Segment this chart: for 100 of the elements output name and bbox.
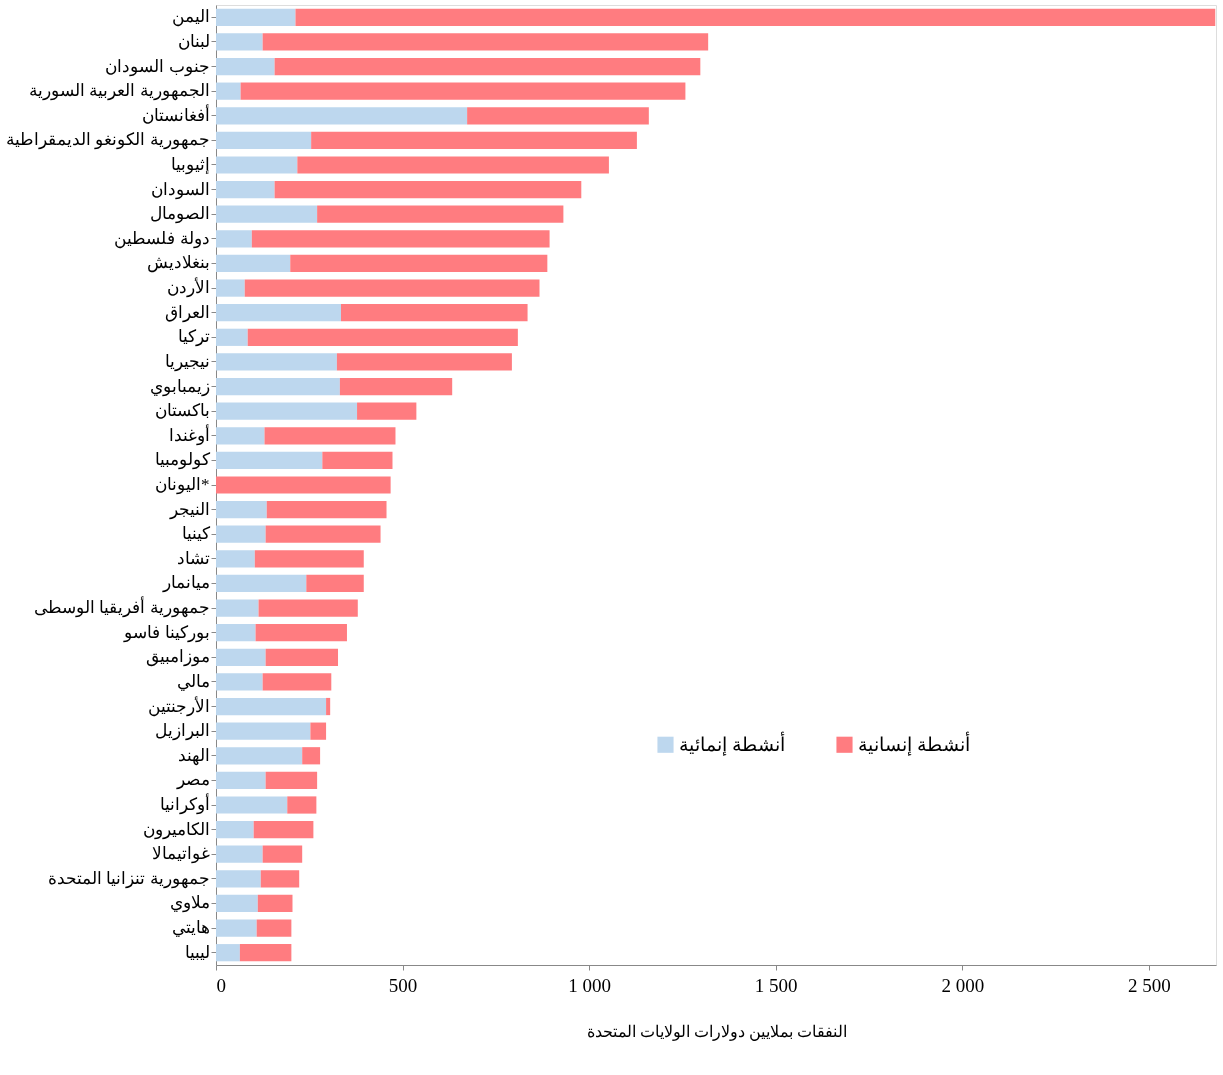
bar [255, 624, 347, 642]
y-tick-label: إثيوبيا [170, 155, 210, 175]
bar [336, 353, 512, 371]
bar [339, 377, 453, 396]
y-tick-label: ليبيا [184, 942, 210, 962]
bar [216, 328, 248, 346]
bar [216, 451, 323, 469]
y-tick-label: السودان [150, 179, 210, 200]
bar [322, 451, 393, 469]
bar [216, 944, 240, 962]
bar [254, 550, 364, 568]
bar [216, 673, 263, 691]
bar [467, 107, 649, 125]
bar [216, 181, 275, 199]
bar [253, 821, 314, 839]
bar [262, 845, 303, 863]
bar [256, 919, 292, 937]
bar [216, 402, 358, 420]
y-tick-label: جمهورية تنزانيا المتحدة [48, 868, 210, 889]
x-tick-label: 0 [216, 974, 226, 996]
bar [216, 722, 311, 740]
bar [317, 205, 564, 223]
bar [216, 501, 267, 519]
bar [265, 525, 381, 543]
y-tick-label: كينيا [181, 524, 211, 544]
bar [216, 574, 307, 593]
y-tick-label: جمهورية الكونغو الديمقراطية [6, 130, 210, 151]
bar [216, 599, 259, 617]
bar [216, 8, 296, 26]
bar [341, 304, 528, 322]
y-tick-label: البرازيل [154, 721, 210, 742]
bar [216, 919, 257, 937]
bar [257, 894, 293, 913]
bar [287, 796, 317, 814]
bar [216, 230, 252, 248]
bar [216, 82, 241, 100]
y-tick-label: غواتيمالا [151, 844, 210, 865]
y-tick-label: الأردن [166, 277, 210, 299]
bar [216, 33, 263, 51]
y-tick-label: أوغندا [168, 423, 210, 446]
y-tick-label: اليونان* [155, 475, 210, 495]
bar [216, 476, 391, 494]
bar [216, 870, 261, 888]
bar [290, 254, 548, 273]
y-tick-label: اليمن [171, 7, 210, 28]
y-tick-label: موزامبيق [145, 647, 210, 668]
y-tick-label: نيجيريا [164, 351, 210, 372]
y-tick-label: ملاوي [169, 893, 210, 914]
bar [240, 82, 686, 100]
y-tick-label: الصومال [149, 204, 210, 225]
y-tick-label: النيجر [168, 499, 210, 520]
bar [260, 870, 300, 888]
x-tick-label: 500 [388, 974, 418, 996]
bar [216, 57, 275, 76]
bar [251, 230, 550, 248]
y-tick-label: كولومبيا [154, 450, 211, 471]
y-tick-label: لبنان [177, 31, 210, 51]
x-tick-label: 1 000 [568, 974, 612, 996]
bar [295, 8, 1216, 26]
bar [264, 427, 396, 445]
bar [216, 205, 318, 223]
bar [216, 377, 340, 396]
bar [216, 845, 263, 863]
bar [216, 747, 303, 765]
bar [216, 304, 341, 322]
bar [216, 771, 266, 789]
bar [247, 328, 518, 346]
y-tick-label: هايتي [171, 918, 210, 938]
x-tick-label: 1 500 [754, 974, 798, 996]
bar [265, 771, 318, 789]
y-tick-label: العراق [164, 302, 210, 323]
bar [266, 501, 387, 519]
bar [274, 57, 701, 76]
bar [216, 697, 327, 716]
x-tick-label: 2 000 [941, 974, 985, 996]
y-tick-label: تركيا [177, 327, 210, 348]
bar [258, 599, 358, 617]
y-tick-label: باكستان [154, 401, 210, 421]
x-axis-title: النفقات بملايين دولارات الولايات المتحدة [586, 1022, 847, 1041]
bar [311, 131, 637, 149]
y-tick-label: بنغلاديش [146, 253, 210, 274]
bar [262, 673, 332, 691]
bar [216, 796, 288, 814]
x-tick-label: 2 500 [1127, 974, 1171, 996]
bar [216, 525, 266, 543]
legend-label: أنشطة إنمائية [679, 730, 785, 756]
y-tick-label: جنوب السودان [105, 56, 210, 77]
bar [310, 722, 327, 740]
bar [262, 33, 709, 51]
y-tick-label: أفغانستان [141, 103, 210, 125]
bar [216, 131, 312, 149]
y-tick-label: الهند [177, 745, 210, 766]
bar [216, 427, 265, 445]
y-tick-label: تشاد [176, 548, 210, 568]
y-tick-label: ميانمار [161, 573, 210, 594]
bar [216, 821, 254, 839]
bar [357, 402, 417, 420]
y-tick-label: الأرجنتين [147, 695, 210, 717]
bar [297, 156, 609, 174]
y-tick-label: مصر [175, 770, 210, 791]
